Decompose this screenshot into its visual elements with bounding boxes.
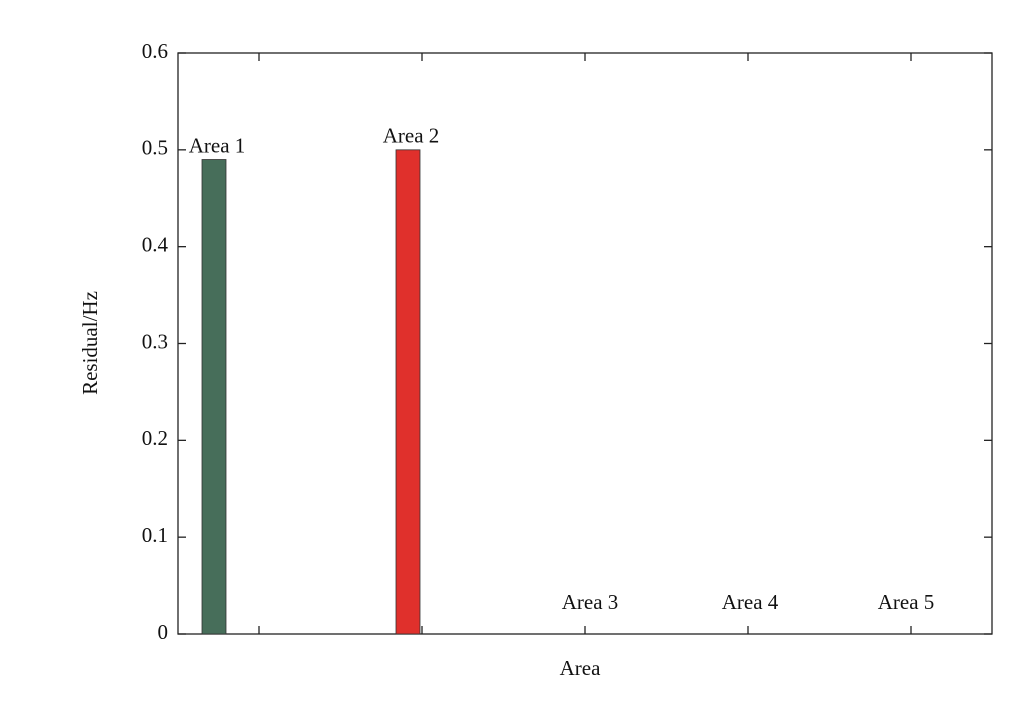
data-label: Area 4 — [722, 590, 779, 614]
y-axis-label: Residual/Hz — [78, 291, 102, 395]
bar — [395, 149, 421, 635]
y-tick-label: 0.2 — [142, 426, 168, 450]
y-tick-label: 0 — [158, 620, 169, 644]
y-tick-label: 0.4 — [142, 232, 169, 256]
y-tick-label: 0.5 — [142, 136, 168, 160]
data-label: Area 5 — [878, 590, 935, 614]
y-tick-label: 0.3 — [142, 329, 168, 353]
bar — [201, 159, 227, 635]
y-tick-label: 0.1 — [142, 523, 168, 547]
data-label: Area 3 — [562, 590, 619, 614]
data-label: Area 2 — [383, 124, 440, 148]
data-label: Area 1 — [189, 133, 246, 157]
plot-frame — [177, 52, 993, 635]
y-tick-label: 0.6 — [142, 39, 168, 63]
x-axis-label: Area — [560, 656, 601, 680]
